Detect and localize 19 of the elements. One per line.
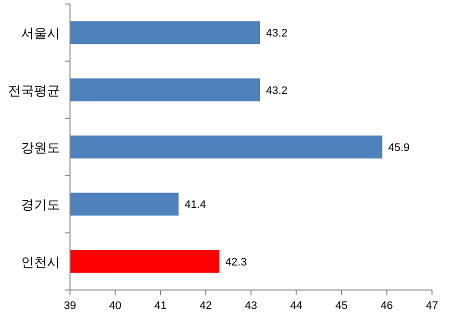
x-tick-label: 41 — [154, 300, 167, 312]
x-tick-label: 47 — [426, 300, 438, 312]
x-tick-label: 46 — [380, 300, 393, 312]
x-tick-label: 44 — [290, 300, 302, 312]
y-tick-label: 전국평균 — [8, 82, 60, 98]
data-label: 45.9 — [388, 142, 410, 154]
data-label: 43.2 — [266, 28, 288, 40]
x-tick-label: 43 — [244, 300, 258, 312]
y-tick-label: 인천시 — [21, 254, 60, 270]
x-tick-label: 42 — [200, 300, 212, 312]
data-label: 41.4 — [184, 199, 206, 212]
x-tick-label: 45 — [335, 300, 348, 312]
data-label: 43.2 — [266, 84, 288, 97]
y-tick-label: 경기도 — [21, 197, 60, 212]
y-tick-label: 강원도 — [21, 140, 60, 155]
data-label: 42.3 — [225, 256, 247, 268]
x-tick-label: 39 — [64, 300, 76, 312]
x-tick-label: 40 — [109, 300, 122, 312]
y-tick-label: 서울시 — [21, 26, 60, 41]
